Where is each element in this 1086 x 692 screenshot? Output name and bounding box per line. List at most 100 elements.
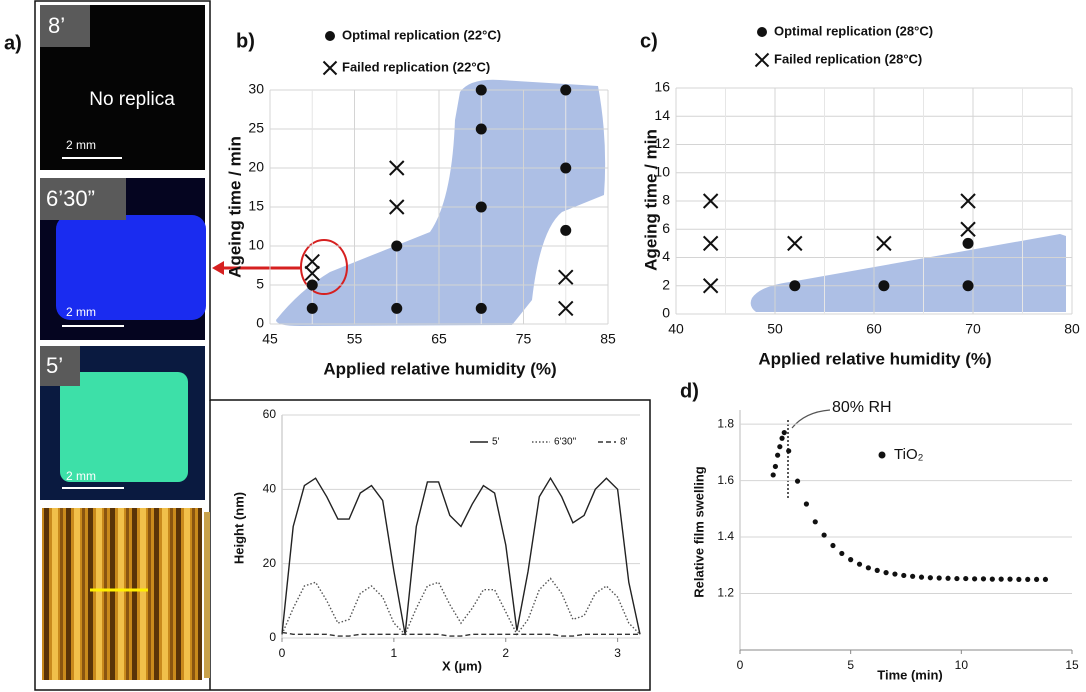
dot-point bbox=[770, 472, 776, 478]
dot-point bbox=[391, 302, 403, 314]
photo-time: 6’30” bbox=[46, 186, 95, 211]
dot-point bbox=[989, 576, 995, 582]
y-tick-label: 60 bbox=[263, 407, 277, 421]
x-tick-label: 60 bbox=[866, 321, 882, 337]
dot-point bbox=[779, 435, 785, 441]
legend-label: Failed replication (22°C) bbox=[342, 59, 490, 74]
x-tick-label: 3 bbox=[614, 646, 621, 660]
dot-point bbox=[945, 575, 951, 581]
dot-point bbox=[789, 280, 801, 292]
dot-point bbox=[1007, 576, 1013, 582]
y-axis-label: Ageing time / min bbox=[225, 136, 244, 278]
y-tick-label: 0 bbox=[256, 315, 264, 331]
y-tick-label: 30 bbox=[248, 81, 264, 97]
legend-label: 8' bbox=[620, 437, 628, 448]
cross-point bbox=[702, 278, 719, 294]
legend-label: Optimal replication (22°C) bbox=[342, 27, 501, 42]
photo-caption: No replica bbox=[89, 89, 175, 110]
y-axis-label: Height (nm) bbox=[231, 492, 246, 564]
dot-point bbox=[865, 565, 871, 571]
legend-marker bbox=[757, 27, 767, 37]
dot-point bbox=[475, 84, 487, 96]
cross-point bbox=[304, 265, 320, 282]
panel-label: d) bbox=[680, 380, 699, 402]
x-tick-label: 65 bbox=[431, 331, 447, 347]
y-tick-label: 1.6 bbox=[717, 473, 734, 487]
dot-point bbox=[1033, 576, 1040, 583]
time-box bbox=[40, 5, 90, 47]
y-axis-label: Relative film swelling bbox=[691, 466, 706, 598]
annotation: 80% RH bbox=[832, 399, 892, 416]
dot-point bbox=[475, 302, 487, 314]
dot-point bbox=[786, 448, 792, 454]
x-tick-label: 45 bbox=[262, 331, 278, 347]
panel-label: a) bbox=[4, 32, 22, 54]
dot-point bbox=[839, 550, 845, 557]
cross-point bbox=[558, 300, 574, 317]
legend-label: TiO₂ bbox=[894, 446, 924, 463]
dot-point bbox=[856, 561, 863, 567]
y-tick-label: 12 bbox=[654, 135, 670, 151]
dot-point bbox=[927, 575, 933, 581]
x-tick-label: 1 bbox=[391, 646, 398, 660]
dot-point bbox=[962, 280, 974, 292]
dot-point bbox=[812, 519, 818, 525]
dot-point bbox=[306, 279, 318, 291]
dot-point bbox=[821, 532, 827, 538]
x-tick-label: 75 bbox=[516, 331, 532, 347]
dot-point bbox=[777, 444, 783, 450]
x-tick-label: 55 bbox=[347, 331, 363, 347]
y-tick-label: 0 bbox=[269, 630, 276, 644]
scale-label: 2 mm bbox=[66, 469, 96, 483]
y-axis-label: Ageing time / min bbox=[641, 129, 660, 271]
legend-label: Optimal replication (28°C) bbox=[774, 23, 933, 38]
replica bbox=[60, 372, 188, 482]
cross-point bbox=[702, 235, 719, 252]
panel-frame bbox=[34, 0, 651, 691]
legend-marker bbox=[322, 60, 338, 76]
dot-point bbox=[848, 557, 854, 563]
dot-point bbox=[560, 84, 572, 96]
highlight-circle bbox=[300, 239, 348, 295]
x-tick-label: 10 bbox=[955, 658, 969, 672]
x-tick-label: 80 bbox=[1064, 321, 1080, 337]
dot-point bbox=[874, 567, 880, 573]
cross-point bbox=[558, 269, 574, 285]
panel-label: c) bbox=[640, 30, 658, 52]
dot-point bbox=[910, 573, 916, 579]
y-tick-label: 25 bbox=[248, 120, 264, 136]
x-tick-label: 85 bbox=[600, 331, 616, 347]
y-tick-label: 4 bbox=[662, 248, 670, 264]
cross-point bbox=[389, 160, 405, 176]
dot-point bbox=[475, 123, 487, 135]
x-tick-label: 15 bbox=[1065, 658, 1079, 672]
dot-point bbox=[781, 429, 787, 436]
dot-point bbox=[1025, 576, 1031, 583]
x-axis-label: Applied relative humidity (%) bbox=[758, 349, 991, 368]
dot-point bbox=[936, 575, 942, 581]
dot-point bbox=[963, 575, 969, 582]
y-tick-label: 6 bbox=[662, 220, 670, 236]
photo-time: 5’ bbox=[46, 353, 63, 378]
y-tick-label: 2 bbox=[662, 276, 670, 292]
x-tick-label: 0 bbox=[737, 658, 744, 672]
dot-point bbox=[980, 576, 987, 582]
cross-point bbox=[304, 253, 320, 270]
y-tick-label: 1.4 bbox=[717, 529, 734, 543]
cross-point bbox=[389, 199, 405, 215]
y-tick-label: 16 bbox=[654, 79, 670, 95]
cross-point bbox=[702, 193, 719, 209]
dot-point bbox=[918, 574, 925, 580]
dot-point bbox=[972, 576, 978, 582]
x-tick-label: 40 bbox=[668, 321, 684, 337]
line-series bbox=[281, 631, 640, 637]
legend-marker bbox=[754, 52, 770, 68]
dot-point bbox=[475, 201, 487, 213]
dot-point bbox=[954, 575, 960, 582]
dot-point bbox=[775, 452, 781, 458]
y-tick-label: 1.2 bbox=[717, 586, 734, 600]
x-axis-label: Applied relative humidity (%) bbox=[323, 359, 556, 378]
x-tick-label: 70 bbox=[965, 321, 981, 337]
dot-point bbox=[892, 571, 898, 577]
